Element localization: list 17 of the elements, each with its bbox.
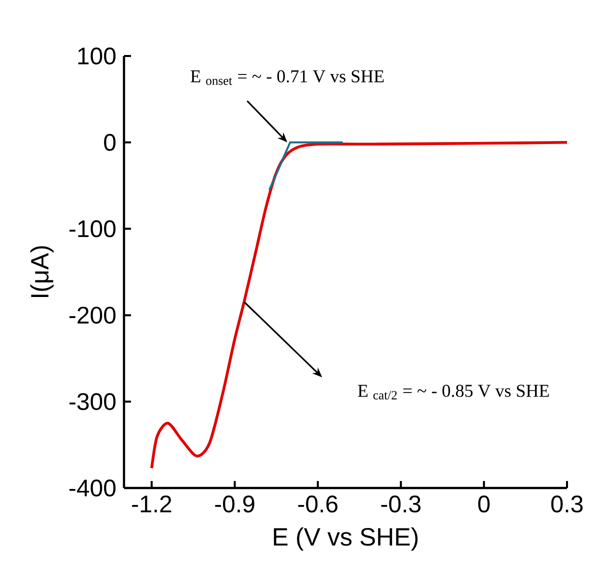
y-tick-label: -400 [70, 480, 116, 496]
x-tick-label: 0 [478, 496, 490, 513]
annotation: E $_{cat/2}$ = ~ - 0.85 V vs SHE [358, 384, 549, 400]
annotation: E $_{onset}$ = ~ - 0.71 V vs SHE [190, 70, 384, 85]
x-tick-label: -0.9 [215, 496, 254, 513]
y-tick-label: 0 [104, 134, 116, 151]
y-axis-title: I(μA) [30, 246, 54, 298]
y-tick-label: -200 [70, 306, 116, 324]
x-tick-label: -0.6 [298, 496, 338, 513]
x-axis-title: E (V vs SHE) [274, 527, 418, 551]
x-tick-label: 0.3 [551, 496, 583, 513]
y-tick-label: -100 [70, 220, 116, 238]
x-tick-label: -1.2 [132, 496, 172, 512]
y-tick-label: 100 [78, 48, 116, 64]
x-tick-label: -0.3 [381, 496, 421, 513]
line-series [150, 140, 568, 470]
y-tick-label: -300 [70, 393, 116, 410]
